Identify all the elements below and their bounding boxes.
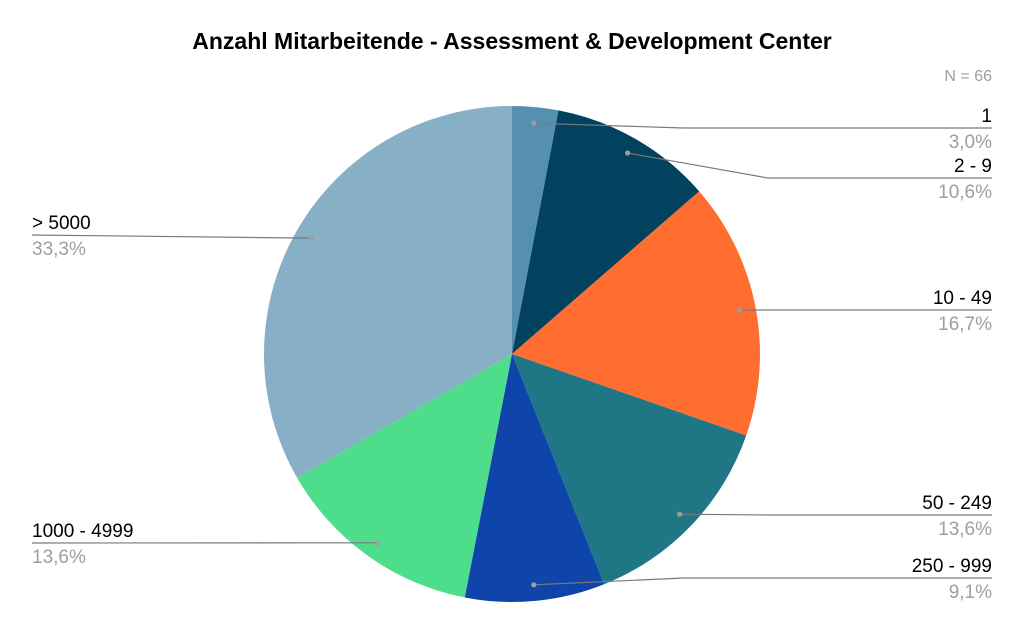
callout-dot-6 — [374, 540, 380, 546]
chart-title: Anzahl Mitarbeitende - Assessment & Deve… — [192, 28, 832, 54]
slice-label-5: 250 - 999 — [912, 556, 992, 577]
callout-dot-1 — [531, 120, 537, 126]
callout-dot-2 — [625, 150, 631, 156]
pie-slice-6 — [297, 354, 512, 598]
slice-label-2: 2 - 9 — [954, 156, 992, 177]
pie-callouts: 1 3,0% 2 - 9 10,6% 10 - 49 16,7% 50 - 249 13,6%… — [31, 106, 992, 603]
callout-dot-3 — [737, 307, 743, 313]
pie-slice-3 — [512, 191, 760, 436]
slice-percent-6: 13,6% — [32, 547, 86, 568]
pie-slice-5 — [464, 354, 605, 602]
pie-slice-7 — [264, 106, 512, 478]
slice-percent-5: 9,1% — [949, 582, 992, 603]
callout-line-5 — [533, 577, 992, 586]
pie-slice-1 — [512, 106, 559, 354]
slice-label-1: 1 — [981, 106, 992, 127]
pie-slice-4 — [512, 354, 747, 585]
sample-size-note: N = 66 — [944, 68, 992, 85]
slice-percent-1: 3,0% — [949, 132, 992, 153]
callout-line-7 — [31, 234, 312, 239]
slice-percent-7: 33,3% — [32, 239, 86, 260]
callout-dot-5 — [531, 582, 537, 588]
callout-line-2 — [627, 152, 992, 179]
callout-line-4 — [679, 513, 992, 516]
slice-label-7: > 5000 — [32, 213, 91, 234]
pie-slices — [264, 106, 760, 602]
slice-percent-4: 13,6% — [938, 519, 992, 540]
callout-line-1 — [533, 122, 992, 129]
callout-dot-7 — [308, 235, 314, 241]
slice-label-3: 10 - 49 — [933, 288, 992, 309]
pie-slice-2 — [512, 110, 700, 355]
slice-label-6: 1000 - 4999 — [32, 521, 133, 542]
slice-percent-2: 10,6% — [938, 182, 992, 203]
slice-label-4: 50 - 249 — [922, 493, 992, 514]
callout-dot-4 — [677, 511, 683, 517]
slice-percent-3: 16,7% — [938, 314, 992, 335]
